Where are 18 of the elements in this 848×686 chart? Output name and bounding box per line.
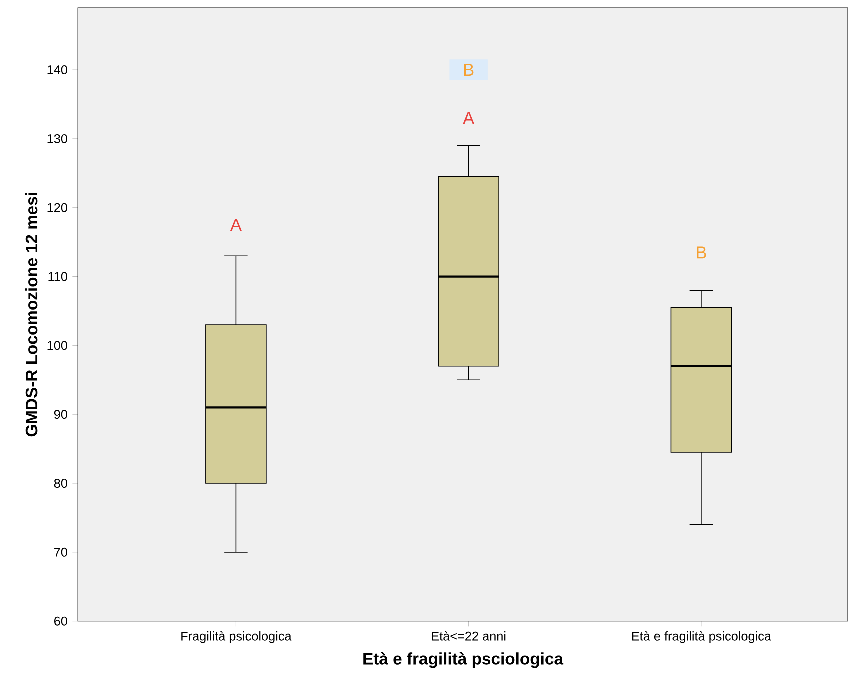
annotation: A (230, 218, 242, 231)
annotation: A (463, 112, 475, 124)
x-axis-title: Età e fragilità psciologica (364, 652, 564, 668)
y-tick-label: 130 (48, 134, 68, 144)
annotation: B (464, 64, 474, 76)
y-tick-label: 80 (54, 478, 68, 488)
y-tick-label: 60 (54, 616, 68, 626)
y-tick-label: 70 (54, 548, 68, 557)
y-tick-label: 140 (48, 65, 68, 74)
x-tick-label: Età<=22 anni (432, 631, 506, 641)
y-tick-label: 90 (54, 410, 68, 419)
x-tick-label: Età e fragilità psicologica (632, 631, 772, 644)
annotation: B (697, 246, 706, 258)
y-tick-label: 110 (48, 272, 68, 282)
x-tick-label: Fragilità psicologica (182, 631, 292, 644)
y-axis-title: GMDS-R Locomozione 12 mesi (25, 193, 38, 437)
y-tick-label: 100 (48, 341, 68, 350)
y-tick-label: 120 (48, 203, 68, 212)
